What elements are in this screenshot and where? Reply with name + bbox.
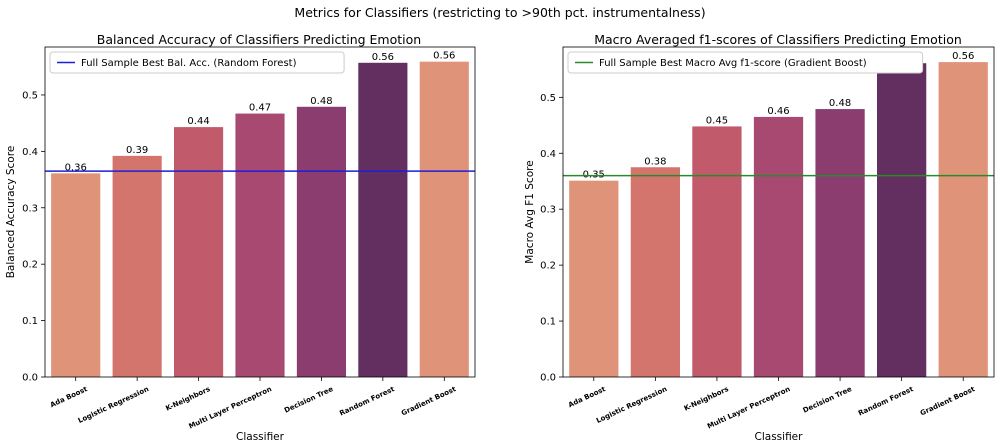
bar xyxy=(419,61,469,378)
bar-value-label: 0.45 xyxy=(706,115,728,126)
y-tick-label: 0.5 xyxy=(540,93,556,104)
x-tick-label: Gradient Boost xyxy=(400,385,458,418)
bar xyxy=(753,116,804,378)
x-tick-label: K-Neighbors xyxy=(164,385,211,413)
bar xyxy=(692,126,742,377)
bar xyxy=(569,180,619,377)
legend-box xyxy=(567,51,924,74)
x-tick-label: Ada Boost xyxy=(49,385,89,409)
y-axis-label: Macro Avg F1 Score xyxy=(524,160,536,263)
x-tick-label: Random Forest xyxy=(857,385,915,418)
y-tick-label: 0.1 xyxy=(22,316,38,327)
bar-value-label: 0.46 xyxy=(767,106,789,117)
axes-frame xyxy=(44,46,476,378)
bar xyxy=(235,113,285,377)
bar xyxy=(174,127,224,377)
x-tick-label: Decision Tree xyxy=(283,385,335,415)
bar-value-label: 0.56 xyxy=(372,52,394,63)
y-tick-label: 0.4 xyxy=(22,147,38,158)
bar-value-label: 0.38 xyxy=(644,156,666,167)
bar xyxy=(112,155,162,377)
y-tick-label: 0.2 xyxy=(540,261,556,272)
y-tick-label: 0.1 xyxy=(540,317,556,328)
bar-value-label: 0.48 xyxy=(310,96,332,107)
macro-f1-chart: Macro Averaged f1-scores of Classifiers … xyxy=(524,32,995,443)
x-tick-label: K-Neighbors xyxy=(683,385,730,413)
bar-value-label: 0.56 xyxy=(433,51,455,62)
x-tick-label: Random Forest xyxy=(338,385,396,418)
bar-value-label: 0.36 xyxy=(65,162,87,173)
y-tick-label: 0.0 xyxy=(22,373,38,384)
chart-title: Macro Averaged f1-scores of Classifiers … xyxy=(594,32,962,47)
legend-label: Full Sample Best Bal. Acc. (Random Fores… xyxy=(81,58,297,69)
legend-label: Full Sample Best Macro Avg f1-score (Gra… xyxy=(599,58,867,69)
bar xyxy=(938,62,988,377)
bar-value-label: 0.47 xyxy=(249,103,271,114)
x-axis-label: Classifier xyxy=(755,431,804,443)
legend-box xyxy=(49,51,345,74)
y-tick-label: 0.0 xyxy=(540,373,556,384)
y-tick-label: 0.2 xyxy=(22,260,38,271)
bar-value-label: 0.39 xyxy=(126,145,148,156)
x-tick-label: Gradient Boost xyxy=(919,385,977,418)
axes-frame xyxy=(562,46,995,378)
y-tick-label: 0.3 xyxy=(22,203,38,214)
x-axis-label: Classifier xyxy=(236,431,285,443)
bar-value-label: 0.48 xyxy=(829,98,851,109)
x-tick-label: Ada Boost xyxy=(567,385,607,409)
bar xyxy=(51,173,101,377)
y-tick-label: 0.3 xyxy=(540,205,556,216)
chart-title: Balanced Accuracy of Classifiers Predict… xyxy=(97,32,421,47)
bar xyxy=(630,167,680,377)
x-tick-label: Decision Tree xyxy=(802,385,854,415)
y-axis-label: Balanced Accuracy Score xyxy=(5,146,17,279)
bar xyxy=(877,63,927,377)
bar xyxy=(296,106,346,377)
bar xyxy=(815,109,865,377)
bar-value-label: 0.44 xyxy=(187,116,209,127)
y-tick-label: 0.5 xyxy=(22,90,38,101)
bar xyxy=(358,62,408,377)
bar-value-label: 0.56 xyxy=(952,51,974,62)
balanced-accuracy-chart: Balanced Accuracy of Classifiers Predict… xyxy=(5,32,476,443)
y-tick-label: 0.4 xyxy=(540,149,556,160)
figure-suptitle: Metrics for Classifiers (restricting to … xyxy=(294,5,705,20)
